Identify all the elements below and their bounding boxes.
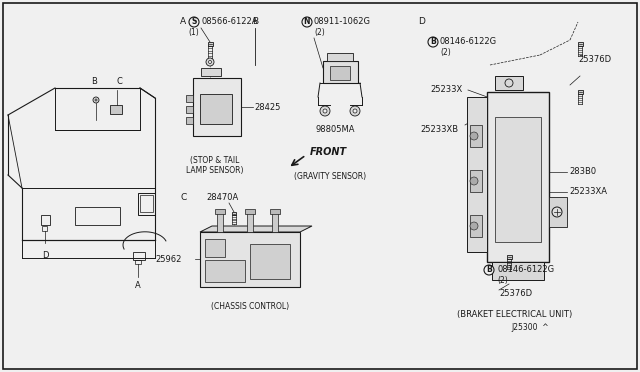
- Bar: [200, 232, 300, 287]
- Text: 28470A: 28470A: [206, 192, 238, 202]
- Text: 25233XB: 25233XB: [420, 125, 458, 135]
- Bar: [140, 195, 153, 212]
- Bar: [577, 90, 582, 93]
- Bar: [272, 212, 278, 232]
- Text: A: A: [135, 280, 141, 289]
- Text: (2): (2): [497, 276, 508, 285]
- Bar: [577, 42, 582, 45]
- Text: 25233XA: 25233XA: [569, 187, 607, 196]
- Circle shape: [350, 106, 360, 116]
- Bar: [217, 212, 223, 232]
- Text: 08911-1062G: 08911-1062G: [314, 17, 371, 26]
- Bar: [470, 125, 482, 147]
- Text: B: B: [486, 266, 492, 275]
- Circle shape: [320, 106, 330, 116]
- Bar: [330, 66, 350, 80]
- Text: (1): (1): [189, 28, 200, 36]
- Bar: [323, 61, 358, 83]
- Bar: [470, 215, 482, 237]
- Bar: [215, 209, 225, 214]
- Text: N: N: [304, 17, 310, 26]
- Text: 08146-6122G: 08146-6122G: [497, 266, 554, 275]
- Text: J25300  ^: J25300 ^: [511, 323, 549, 331]
- Text: D: D: [42, 250, 48, 260]
- Text: B: B: [252, 17, 258, 26]
- Bar: [135, 260, 141, 264]
- Text: 25233X: 25233X: [430, 86, 462, 94]
- Circle shape: [209, 61, 211, 64]
- Text: 08566-6122A: 08566-6122A: [201, 17, 257, 26]
- Bar: [245, 209, 255, 214]
- Circle shape: [323, 109, 327, 113]
- Bar: [186, 95, 193, 102]
- Bar: [75, 207, 120, 225]
- Text: 98805MA: 98805MA: [316, 125, 355, 135]
- Text: (CHASSIS CONTROL): (CHASSIS CONTROL): [211, 302, 289, 311]
- Text: S: S: [191, 17, 196, 26]
- Bar: [186, 117, 193, 124]
- Bar: [549, 197, 567, 227]
- Bar: [495, 76, 523, 90]
- Text: B: B: [430, 38, 436, 46]
- Bar: [41, 215, 50, 225]
- Text: (GRAVITY SENSOR): (GRAVITY SENSOR): [294, 173, 366, 182]
- Bar: [247, 212, 253, 232]
- Text: 283B0: 283B0: [569, 167, 596, 176]
- Bar: [506, 255, 511, 259]
- Circle shape: [470, 132, 478, 140]
- Bar: [186, 106, 193, 113]
- Text: C: C: [181, 192, 187, 202]
- Text: (2): (2): [440, 48, 451, 57]
- Bar: [205, 239, 225, 257]
- Text: 28425: 28425: [254, 103, 280, 112]
- Bar: [492, 262, 544, 280]
- Circle shape: [302, 17, 312, 27]
- Bar: [110, 105, 122, 114]
- Bar: [193, 78, 241, 136]
- Bar: [138, 193, 155, 215]
- Bar: [42, 226, 47, 231]
- Bar: [327, 53, 353, 61]
- Bar: [205, 260, 245, 282]
- Circle shape: [95, 99, 97, 101]
- Bar: [201, 68, 221, 76]
- Circle shape: [470, 222, 478, 230]
- Polygon shape: [200, 226, 312, 232]
- Bar: [133, 252, 145, 260]
- Bar: [470, 170, 482, 192]
- Text: (BRAKET ELECTRICAL UNIT): (BRAKET ELECTRICAL UNIT): [458, 311, 573, 320]
- Bar: [200, 94, 232, 124]
- Bar: [270, 209, 280, 214]
- Text: C: C: [116, 77, 122, 86]
- Circle shape: [470, 177, 478, 185]
- Bar: [232, 212, 236, 215]
- Bar: [207, 42, 212, 46]
- Bar: [487, 92, 549, 262]
- Text: D: D: [419, 17, 426, 26]
- Text: 25376D: 25376D: [499, 289, 532, 298]
- Circle shape: [552, 207, 562, 217]
- Text: A: A: [180, 17, 186, 26]
- Circle shape: [189, 17, 199, 27]
- Bar: [467, 97, 487, 252]
- Text: 25376D: 25376D: [578, 55, 611, 64]
- Text: (2): (2): [314, 28, 324, 36]
- Text: FRONT: FRONT: [310, 147, 347, 157]
- Text: B: B: [91, 77, 97, 86]
- Text: 08146-6122G: 08146-6122G: [440, 38, 497, 46]
- Circle shape: [93, 97, 99, 103]
- Text: 25962: 25962: [156, 254, 182, 263]
- Circle shape: [206, 58, 214, 66]
- Circle shape: [353, 109, 357, 113]
- Circle shape: [484, 265, 494, 275]
- Text: (STOP & TAIL: (STOP & TAIL: [190, 155, 240, 164]
- Bar: [495, 117, 541, 242]
- Text: LAMP SENSOR): LAMP SENSOR): [186, 166, 244, 174]
- Circle shape: [428, 37, 438, 47]
- Bar: [250, 244, 290, 279]
